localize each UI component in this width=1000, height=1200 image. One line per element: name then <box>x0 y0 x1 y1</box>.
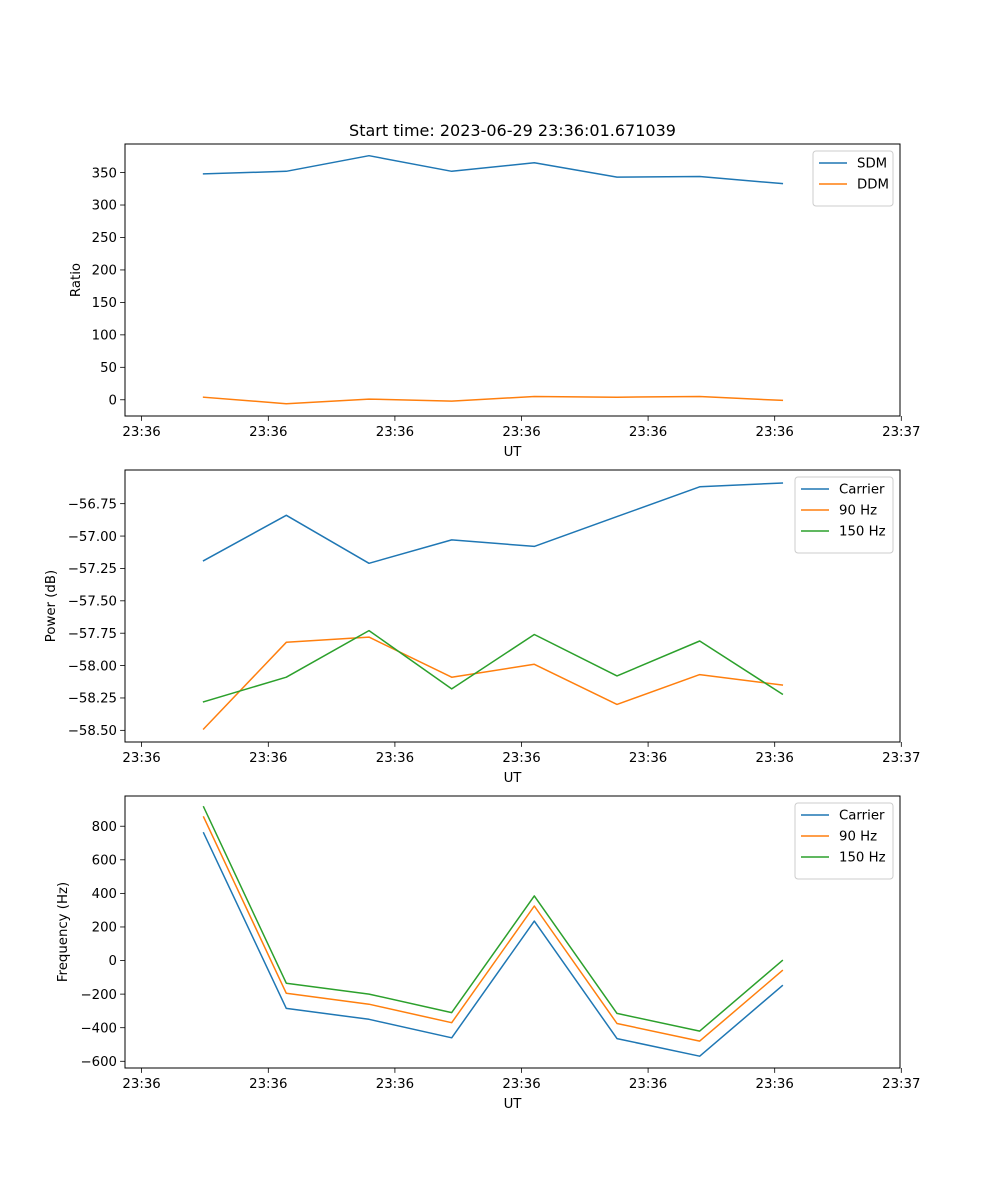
y-tick-label: 350 <box>92 166 117 181</box>
y-tick-label: −57.50 <box>68 595 117 610</box>
x-tick-label: 23:36 <box>756 1077 794 1092</box>
series-line-carrier <box>202 482 784 565</box>
series-line-150-hz <box>202 629 784 703</box>
y-tick-label: 200 <box>92 921 117 936</box>
y-tick-label: −57.00 <box>68 530 117 545</box>
y-axis-label: Ratio <box>69 263 84 297</box>
y-tick-label: 0 <box>109 954 117 969</box>
x-tick-label: 23:36 <box>502 425 540 440</box>
x-tick-label: 23:36 <box>629 425 667 440</box>
legend-frame <box>794 802 894 880</box>
x-tick-label: 23:36 <box>122 751 160 766</box>
legend-entry-label: Carrier <box>839 809 885 824</box>
chart-title: Start time: 2023-06-29 23:36:01.671039 <box>349 121 676 140</box>
x-tick-label: 23:37 <box>882 751 920 766</box>
y-tick-label: 150 <box>92 296 117 311</box>
legend-frame <box>794 476 894 554</box>
x-axis-label: UT <box>504 445 523 460</box>
y-tick-label: 600 <box>92 854 117 869</box>
plot-area-frame <box>124 795 901 1069</box>
y-tick-label: −57.25 <box>68 562 117 577</box>
y-axis-label: Frequency (Hz) <box>56 882 71 982</box>
y-tick-label: 200 <box>92 264 117 279</box>
y-tick-label: −200 <box>80 988 117 1003</box>
y-tick-label: −56.75 <box>68 497 117 512</box>
y-tick-label: 0 <box>109 393 117 408</box>
x-tick-label: 23:36 <box>249 751 287 766</box>
y-tick-label: 50 <box>100 361 117 376</box>
x-tick-label: 23:37 <box>882 425 920 440</box>
x-tick-label: 23:36 <box>502 751 540 766</box>
y-tick-label: −400 <box>80 1021 117 1036</box>
plot-area-frame <box>124 469 901 743</box>
legend-entry-label: Carrier <box>839 483 885 498</box>
legend: Carrier 90 Hz 150 Hz <box>794 802 894 880</box>
y-tick-label: 250 <box>92 231 117 246</box>
x-tick-label: 23:36 <box>122 1077 160 1092</box>
series-line-carrier <box>202 831 784 1057</box>
y-tick-label: −57.75 <box>68 627 117 642</box>
legend-entry-label: SDM <box>857 157 887 172</box>
y-tick-label: 800 <box>92 820 117 835</box>
x-tick-label: 23:36 <box>376 751 414 766</box>
legend-frame <box>812 150 894 207</box>
legend: Carrier 90 Hz 150 Hz <box>794 476 894 554</box>
legend-entry-label: 90 Hz <box>839 504 877 519</box>
legend-entry-label: DDM <box>857 178 889 193</box>
y-tick-label: −58.50 <box>68 724 117 739</box>
x-tick-label: 23:36 <box>629 1077 667 1092</box>
x-tick-label: 23:36 <box>249 1077 287 1092</box>
legend-entry-label: 150 Hz <box>839 851 886 866</box>
x-axis-label: UT <box>504 771 523 786</box>
ratio-panel: 23:36 23:36 23:36 23:36 23:36 23:36 23:37 0 50 10… <box>69 121 920 460</box>
y-tick-label: −58.00 <box>68 659 117 674</box>
x-tick-label: 23:36 <box>756 751 794 766</box>
legend-entry-label: 90 Hz <box>839 830 877 845</box>
legend-entry-label: 150 Hz <box>839 525 886 540</box>
series-line-sdm <box>202 154 784 185</box>
plot-area-frame <box>124 143 901 417</box>
y-tick-label: 100 <box>92 329 117 344</box>
series-line-150-hz <box>202 805 784 1032</box>
series-line-ddm <box>202 395 784 405</box>
power-panel: 23:36 23:36 23:36 23:36 23:36 23:36 23:37 −58.5… <box>44 469 920 786</box>
x-tick-label: 23:36 <box>376 1077 414 1092</box>
legend: SDM DDM <box>812 150 894 207</box>
x-tick-label: 23:36 <box>376 425 414 440</box>
y-tick-label: 400 <box>92 887 117 902</box>
y-tick-label: 300 <box>92 199 117 214</box>
series-line-90-hz <box>202 636 784 731</box>
frequency-panel: 23:36 23:36 23:36 23:36 23:36 23:36 23:37 −600 −… <box>56 795 920 1112</box>
x-tick-label: 23:36 <box>756 425 794 440</box>
x-tick-label: 23:36 <box>122 425 160 440</box>
x-tick-label: 23:36 <box>502 1077 540 1092</box>
x-tick-label: 23:36 <box>629 751 667 766</box>
x-tick-label: 23:37 <box>882 1077 920 1092</box>
y-axis-label: Power (dB) <box>44 570 59 642</box>
y-tick-label: −600 <box>80 1055 117 1070</box>
x-axis-label: UT <box>504 1097 523 1112</box>
series-line-90-hz <box>202 816 784 1042</box>
y-tick-label: −58.25 <box>68 692 117 707</box>
x-tick-label: 23:36 <box>249 425 287 440</box>
